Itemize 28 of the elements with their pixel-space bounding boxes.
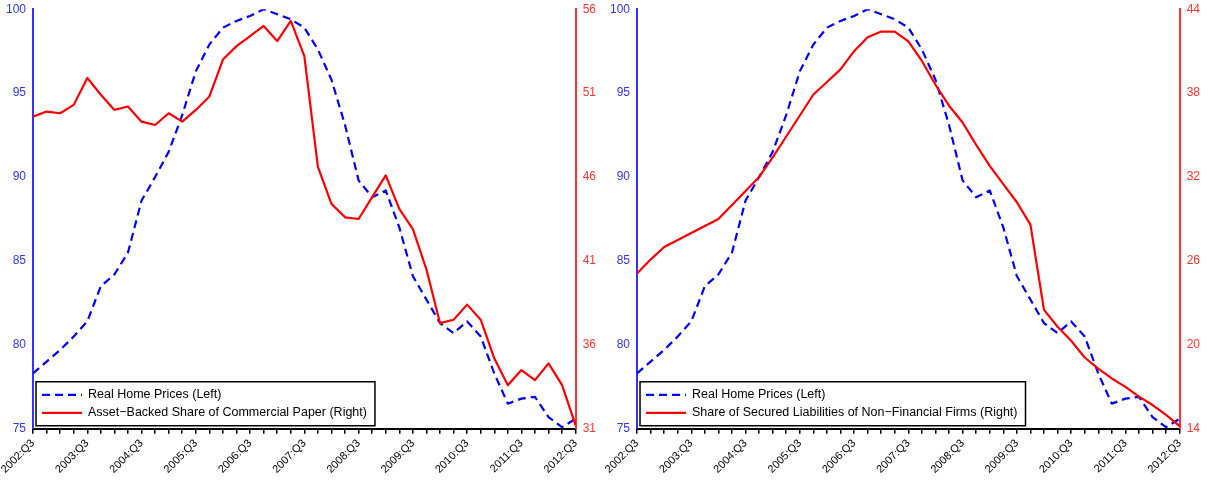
y-tick-label: 80 xyxy=(616,337,631,352)
y2-tick-label: 36 xyxy=(582,337,597,352)
y-tick-label: 75 xyxy=(616,421,631,436)
y-tick-label: 75 xyxy=(12,421,27,436)
legend-label: Asset−Backed Share of Commercial Paper (Right) xyxy=(88,405,367,420)
y-tick-label: 80 xyxy=(12,337,27,352)
y2-tick-label: 41 xyxy=(582,253,597,268)
y2-tick-label: 56 xyxy=(582,1,597,16)
y-tick-label: 100 xyxy=(5,1,27,16)
legend-label: Share of Secured Liabilities of Non−Financial Firms (Right) xyxy=(692,405,1018,420)
y2-tick-label: 26 xyxy=(1186,253,1201,268)
y2-tick-label: 20 xyxy=(1186,337,1201,352)
y-tick-label: 100 xyxy=(609,1,631,16)
y2-tick-label: 14 xyxy=(1186,421,1201,436)
y2-tick-label: 38 xyxy=(1186,85,1201,100)
y2-tick-label: 51 xyxy=(582,85,597,100)
y-tick-label: 85 xyxy=(12,253,27,268)
y-tick-label: 90 xyxy=(12,169,27,184)
y-tick-label: 90 xyxy=(616,169,631,184)
y2-tick-label: 31 xyxy=(582,421,597,436)
y-tick-label: 85 xyxy=(616,253,631,268)
legend-label: Real Home Prices (Left) xyxy=(692,387,826,402)
y2-tick-label: 32 xyxy=(1186,169,1201,184)
y2-tick-label: 44 xyxy=(1186,1,1201,16)
y-tick-label: 95 xyxy=(12,85,27,100)
y-tick-label: 95 xyxy=(616,85,631,100)
y2-tick-label: 46 xyxy=(582,169,597,184)
legend-label: Real Home Prices (Left) xyxy=(88,387,222,402)
